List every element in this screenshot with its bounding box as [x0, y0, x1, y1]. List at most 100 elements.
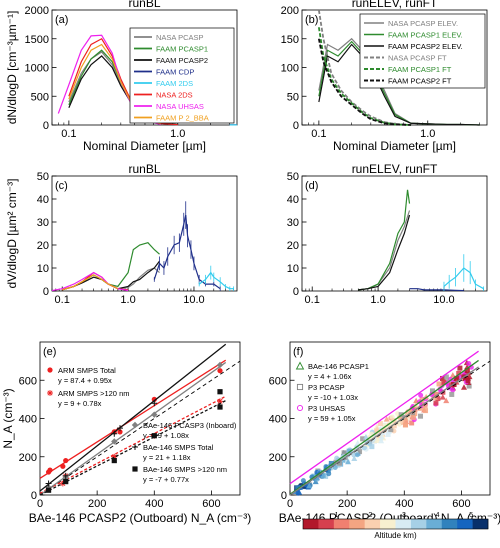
panel-label: (c) — [55, 180, 68, 192]
legend-label: BAe-146 SMPS Total — [143, 443, 214, 452]
fit-line — [39, 361, 227, 496]
data-point — [111, 438, 118, 445]
colorbar-segment — [441, 519, 458, 529]
x-tick-label: 1.0 — [170, 128, 185, 140]
series-line — [409, 288, 464, 292]
fit-line — [289, 366, 479, 496]
y-tick-label: 0 — [293, 286, 299, 298]
y-tick-label: 50 — [287, 91, 299, 103]
panel-a: 0.1 1.0 0 500 1000 1500 2000 runBL (a) Nominal Di… — [5, 0, 238, 153]
legend-fit: y = -9 + 1.08x — [143, 431, 189, 440]
legend-label: ARM SMPS >120 nm — [58, 389, 129, 398]
data-point — [362, 434, 369, 440]
data-point — [456, 370, 462, 376]
x-tick-label: 1.0 — [370, 294, 385, 306]
series-line — [317, 27, 411, 126]
y-tick-label: 400 — [19, 414, 37, 426]
y-tick-label: 500 — [31, 91, 49, 103]
data-point — [360, 436, 366, 442]
data-point — [217, 398, 223, 405]
colorbar-segment — [349, 519, 365, 529]
data-point — [217, 389, 223, 395]
series-faam-p-2-bba — [62, 274, 119, 291]
legend-fit: y = 4 + 1.06x — [308, 372, 352, 381]
x-tick-label: 0 — [37, 498, 43, 510]
legend-label: ARM SMPS Total — [58, 366, 116, 375]
x-tick-label: 600 — [202, 498, 220, 510]
data-point — [111, 430, 118, 437]
data-point — [411, 414, 417, 420]
legend-a: NASA PCASP FAAM PCASP1 FAAM PCASP2 FAAM CDP… — [129, 27, 235, 124]
panel-d: 0.1 1.0 10.0 0 10 20 30 40 50 runELEV, runFT (d) — [287, 162, 488, 306]
data-point — [217, 404, 223, 410]
data-point — [409, 420, 415, 426]
data-point — [436, 381, 442, 387]
panel-label: (d) — [305, 180, 318, 192]
data-point — [300, 478, 306, 484]
data-point — [306, 482, 313, 489]
data-point — [295, 361, 305, 370]
data-point — [111, 457, 117, 464]
data-point — [378, 437, 385, 444]
data-point — [378, 433, 385, 440]
legend-b: NASA PCASP ELEV. FAAM PCASP1 ELEV. FAAM PC… — [359, 13, 486, 89]
data-point — [443, 397, 450, 404]
colorbar-segment — [410, 519, 427, 529]
panel-title: runBL — [128, 0, 160, 10]
colorbar-segment — [426, 519, 443, 529]
x-axis-label: Nominal Diameter [µm] — [333, 139, 456, 153]
data-point — [433, 400, 439, 406]
data-point — [151, 433, 157, 439]
data-point — [440, 375, 446, 381]
data-point — [419, 396, 425, 402]
fit-line — [39, 343, 227, 492]
y-tick-label: 600 — [19, 375, 37, 387]
series-faam-2ds — [443, 254, 485, 291]
series-line — [443, 267, 484, 290]
x-tick-label: 0.1 — [305, 294, 320, 306]
data-point — [320, 472, 326, 478]
data-point — [296, 404, 304, 412]
data-point — [374, 425, 381, 432]
data-point — [422, 403, 428, 409]
data-point — [351, 455, 358, 462]
one-to-one-line — [289, 360, 491, 496]
x-tick-label: 10.0 — [433, 294, 454, 306]
data-point — [341, 450, 347, 456]
data-point — [466, 373, 473, 380]
legend-label: FAAM PCASP1 ELEV. — [388, 31, 463, 40]
y-tick-label: 200 — [281, 5, 299, 17]
data-point — [357, 449, 363, 455]
legend-label: FAAM P 2_BBA — [156, 114, 209, 123]
colorbar-segment — [395, 519, 412, 529]
data-point — [216, 361, 224, 369]
data-point — [151, 400, 158, 407]
legend-label: P3 UHSAS — [308, 404, 345, 413]
data-point — [371, 438, 377, 444]
y-tick-label: 400 — [269, 414, 287, 426]
data-point — [439, 394, 446, 400]
series-bae-146-smps-120-nm — [39, 389, 227, 496]
y-tick-label: 2000 — [25, 5, 49, 17]
colorbar-tick-label: 3 — [402, 512, 406, 519]
data-point — [409, 411, 415, 417]
legend-label: FAAM PCASP1 FT — [388, 65, 452, 74]
x-tick-label: 200 — [338, 498, 356, 510]
legend-fit: y = -7 + 0.77x — [143, 475, 189, 484]
data-point — [388, 427, 394, 433]
data-point — [450, 387, 456, 393]
data-point — [374, 437, 381, 443]
data-point — [131, 421, 139, 429]
data-point — [388, 421, 394, 427]
legend-label: BAe-146 SMPS >120 nm — [143, 465, 227, 474]
y-tick-label: 1000 — [25, 63, 49, 75]
legend-fit: y = 21 + 1.18x — [143, 453, 191, 462]
x-tick-label: 400 — [395, 498, 413, 510]
panel-e: 0 200 400 600 0 200 400 600 (e) BAe-146 PCASP2 (O… — [1, 341, 251, 525]
data-point — [334, 455, 340, 461]
data-point — [383, 416, 390, 422]
y-tick-label: 50 — [287, 171, 299, 183]
data-point — [418, 405, 424, 411]
legend-label: FAAM PCASP2 — [156, 56, 208, 65]
